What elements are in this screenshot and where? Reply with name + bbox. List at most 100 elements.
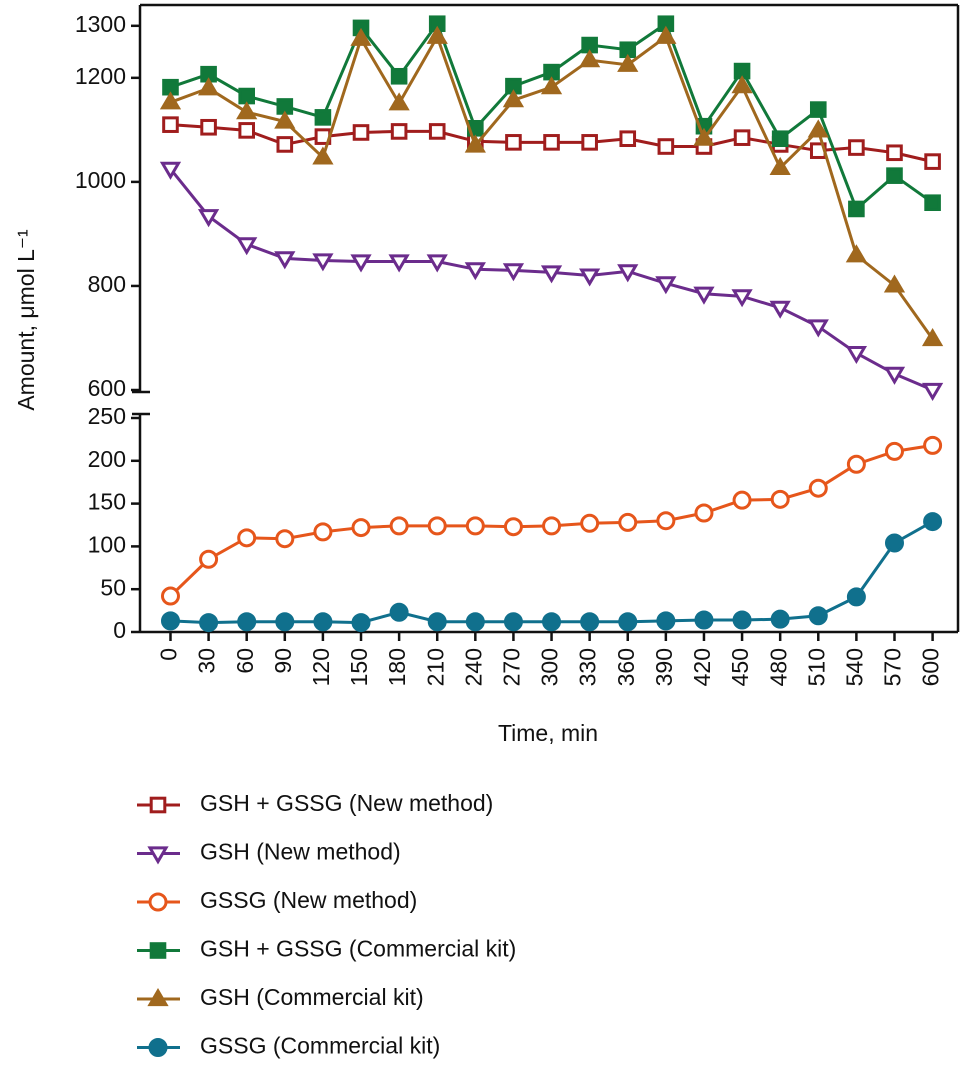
- y-tick-label: 250: [88, 403, 126, 429]
- data-point: [159, 91, 182, 110]
- data-point: [503, 517, 523, 537]
- data-point: [848, 139, 865, 156]
- data-point: [159, 161, 182, 180]
- data-point: [579, 268, 601, 287]
- x-tick-label: 480: [765, 648, 791, 686]
- y-tick-label: 200: [88, 446, 126, 472]
- data-point: [886, 167, 903, 184]
- data-point: [502, 89, 525, 108]
- x-tick-label: 270: [499, 648, 525, 686]
- data-point: [540, 265, 563, 284]
- data-point: [807, 119, 829, 138]
- data-point: [502, 263, 525, 282]
- data-point: [732, 610, 752, 630]
- x-tick-label: 0: [156, 648, 182, 661]
- data-point: [160, 611, 180, 631]
- y2-tick-label: 1300: [75, 11, 126, 37]
- legend-label: GSH + GSSG (New method): [200, 790, 493, 816]
- data-point: [543, 134, 560, 151]
- data-point: [503, 612, 523, 632]
- data-point: [312, 146, 334, 165]
- y2-tick-label: 1000: [75, 167, 126, 193]
- legend-label: GSSG (Commercial kit): [200, 1033, 440, 1059]
- x-tick-label: 150: [346, 648, 372, 686]
- data-point: [883, 274, 906, 293]
- data-point: [921, 382, 944, 401]
- data-point: [312, 253, 334, 272]
- legend-marker: [149, 796, 167, 814]
- x-tick-label: 450: [727, 648, 753, 686]
- x-tick-label: 540: [841, 648, 867, 686]
- data-point: [197, 77, 220, 96]
- x-tick-label: 360: [613, 648, 639, 686]
- data-point: [238, 122, 255, 139]
- legend-marker: [148, 1038, 168, 1057]
- data-point: [846, 587, 866, 607]
- data-point: [465, 612, 485, 632]
- data-point: [200, 118, 217, 136]
- data-point: [618, 512, 638, 532]
- data-point: [542, 516, 562, 536]
- data-point: [464, 134, 486, 153]
- data-point: [350, 254, 372, 273]
- data-point: [350, 27, 372, 46]
- data-point: [236, 101, 258, 120]
- data-point: [275, 612, 295, 632]
- data-point: [770, 489, 790, 509]
- y-tick-label: 50: [100, 574, 126, 600]
- data-point: [808, 606, 828, 626]
- y2-tick-label: 600: [88, 375, 126, 401]
- y-tick-label: 0: [113, 617, 126, 643]
- legend-label: GSH + GSSG (Commercial kit): [200, 936, 516, 962]
- data-point: [427, 612, 447, 632]
- x-tick-label: 600: [918, 648, 944, 686]
- data-point: [274, 251, 296, 270]
- data-point: [276, 136, 294, 153]
- data-point: [274, 110, 296, 129]
- data-point: [845, 345, 868, 365]
- data-point: [808, 478, 828, 498]
- data-point: [884, 441, 904, 461]
- x-tick-label: 420: [689, 648, 715, 686]
- data-point: [732, 490, 752, 510]
- data-point: [770, 609, 790, 629]
- data-point: [846, 454, 866, 474]
- y2-tick-label: 1200: [75, 63, 126, 89]
- data-point: [505, 134, 522, 151]
- data-point: [390, 67, 408, 85]
- data-point: [427, 516, 447, 536]
- data-point: [540, 76, 563, 95]
- data-point: [238, 87, 255, 105]
- data-point: [581, 134, 598, 151]
- data-point: [579, 49, 601, 68]
- data-point: [162, 116, 179, 133]
- x-tick-label: 390: [651, 648, 677, 686]
- data-point: [390, 123, 408, 140]
- data-point: [619, 130, 637, 148]
- data-point: [352, 124, 370, 141]
- legend-marker: [147, 846, 169, 865]
- data-point: [886, 144, 903, 162]
- data-point: [617, 53, 639, 72]
- legend-label: GSSG (New method): [200, 887, 417, 913]
- y-axis-title: Amount, μmol L⁻¹: [13, 229, 39, 411]
- data-point: [769, 156, 791, 175]
- x-tick-label: 300: [537, 648, 563, 686]
- data-point: [426, 254, 448, 273]
- data-point: [769, 300, 791, 319]
- data-point: [237, 612, 257, 632]
- data-point: [580, 612, 600, 632]
- data-point: [694, 503, 714, 523]
- data-point: [809, 101, 827, 118]
- data-point: [389, 516, 409, 536]
- data-point: [313, 612, 333, 632]
- data-point: [845, 244, 868, 263]
- data-point: [694, 610, 714, 630]
- data-point: [655, 25, 677, 44]
- y2-tick-label: 800: [88, 271, 126, 297]
- x-tick-label: 60: [232, 648, 258, 674]
- x-tick-label: 180: [384, 648, 410, 686]
- data-point: [923, 512, 943, 532]
- data-point: [731, 289, 753, 308]
- data-point: [313, 522, 333, 542]
